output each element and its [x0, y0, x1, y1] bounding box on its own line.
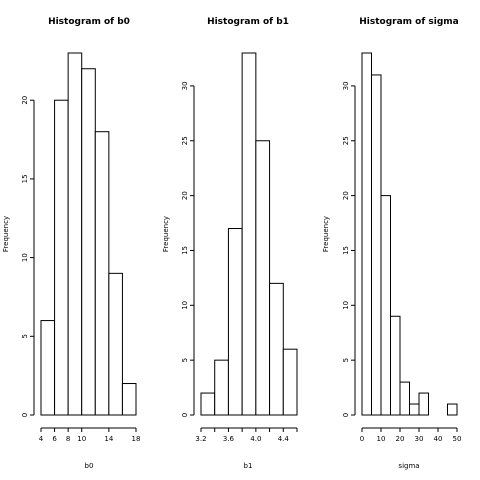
histogram-bar: [390, 315, 401, 416]
y-tick-label: 10: [342, 301, 350, 310]
x-tick-label: 6: [52, 435, 57, 443]
histogram-bar: [40, 320, 56, 416]
x-tick-label: 4: [39, 435, 44, 443]
histogram-bar: [447, 403, 458, 416]
histogram-bar: [121, 383, 137, 416]
y-tick-label: 20: [342, 191, 350, 200]
x-tick-label: 14: [104, 435, 113, 443]
y-axis-label: Frequency: [162, 216, 170, 252]
y-tick-label: 15: [21, 174, 29, 183]
histogram-bar: [269, 282, 284, 416]
histogram-bar: [81, 68, 96, 416]
histogram-bar: [361, 52, 372, 416]
x-axis-label: b1: [244, 462, 253, 470]
histogram-bar: [200, 392, 216, 416]
x-tick-label: 10: [77, 435, 86, 443]
x-tick-label: 3.2: [195, 435, 206, 443]
x-tick-label: 40: [434, 435, 443, 443]
y-tick-label: 5: [181, 358, 189, 362]
x-tick-label: 30: [415, 435, 424, 443]
histogram-bar: [67, 52, 83, 416]
histogram-bar: [399, 381, 410, 416]
histogram-bar: [241, 52, 257, 416]
y-tick-label: 10: [181, 301, 189, 310]
y-axis-label: Frequency: [2, 216, 10, 252]
x-tick-label: 10: [377, 435, 386, 443]
histogram-bar: [418, 392, 429, 416]
y-tick-label: 5: [21, 334, 29, 338]
y-tick-label: 0: [342, 413, 350, 417]
y-tick-label: 0: [21, 413, 29, 417]
histogram-bar: [409, 403, 420, 416]
y-tick-label: 10: [21, 253, 29, 262]
y-tick-label: 5: [342, 358, 350, 362]
y-tick-label: 20: [181, 191, 189, 200]
chart-title: Histogram of sigma: [359, 17, 459, 27]
y-tick-label: 20: [21, 96, 29, 105]
histogram-bar: [108, 272, 123, 416]
y-tick-label: 15: [342, 246, 350, 255]
x-tick-label: 4.0: [250, 435, 261, 443]
x-tick-label: 20: [396, 435, 405, 443]
histogram-bar: [255, 140, 271, 416]
chart-title: Histogram of b0: [48, 17, 130, 27]
y-tick-label: 25: [181, 136, 189, 145]
histogram-bar: [54, 99, 69, 416]
x-axis-label: b0: [85, 462, 94, 470]
y-tick-label: 15: [181, 246, 189, 255]
y-tick-label: 0: [181, 413, 189, 417]
chart-title: Histogram of b1: [207, 17, 289, 27]
x-tick-label: 4.4: [278, 435, 290, 443]
x-tick-label: 0: [360, 435, 364, 443]
y-tick-label: 30: [181, 81, 189, 90]
y-tick-label: 30: [342, 81, 350, 90]
histogram-bar: [380, 195, 391, 416]
histogram-bar: [94, 131, 110, 416]
x-tick-label: 18: [132, 435, 141, 443]
y-tick-label: 25: [342, 136, 350, 145]
x-axis-label: sigma: [398, 462, 419, 470]
x-tick-label: 8: [66, 435, 70, 443]
x-tick-label: 3.6: [223, 435, 235, 443]
histogram-bar: [227, 228, 243, 416]
y-axis-label: Frequency: [322, 216, 330, 252]
x-tick-label: 50: [453, 435, 462, 443]
histogram-bar: [282, 348, 298, 416]
histogram-bar: [214, 359, 229, 416]
histogram-bar: [371, 74, 382, 416]
